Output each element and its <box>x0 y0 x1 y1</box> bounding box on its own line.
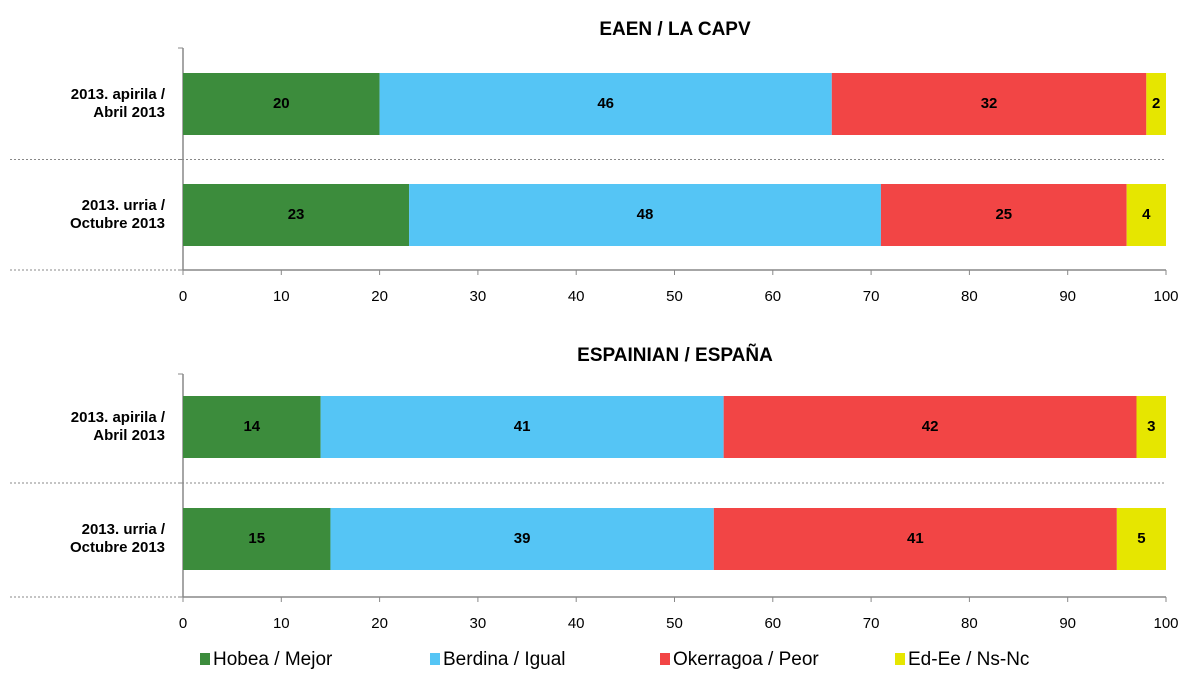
value-label: 2 <box>1152 95 1160 112</box>
category-label: 2013. apirila / Abril 2013 <box>71 409 166 444</box>
x-tick-label: 80 <box>961 615 978 632</box>
legend-label: Ed-Ee / Ns-Nc <box>908 649 1029 670</box>
value-label: 41 <box>514 418 531 435</box>
value-label: 48 <box>637 206 654 223</box>
value-label: 41 <box>907 530 924 547</box>
x-tick-label: 40 <box>568 288 585 305</box>
x-tick-label: 90 <box>1059 615 1076 632</box>
x-tick-label: 70 <box>863 288 880 305</box>
legend-label: Hobea / Mejor <box>213 649 333 670</box>
value-label: 5 <box>1137 530 1145 547</box>
value-label: 3 <box>1147 418 1155 435</box>
x-tick-label: 30 <box>470 615 487 632</box>
x-tick-label: 90 <box>1059 288 1076 305</box>
bar-segment <box>1136 396 1166 458</box>
legend-label: Okerragoa / Peor <box>673 649 819 670</box>
x-tick-label: 20 <box>371 288 388 305</box>
x-tick-label: 50 <box>666 615 683 632</box>
x-tick-label: 100 <box>1153 288 1178 305</box>
legend-swatch <box>895 653 905 665</box>
x-tick-label: 60 <box>764 615 781 632</box>
value-label: 14 <box>243 418 260 435</box>
bar-segment <box>183 73 380 135</box>
value-label: 20 <box>273 95 290 112</box>
x-tick-label: 20 <box>371 615 388 632</box>
chart-title: ESPAINIAN / ESPAÑA <box>577 344 773 366</box>
bar-segment <box>1146 73 1166 135</box>
legend-label: Berdina / Igual <box>443 649 566 670</box>
value-label: 42 <box>922 418 939 435</box>
x-tick-label: 80 <box>961 288 978 305</box>
bar-segment <box>723 396 1137 458</box>
value-label: 39 <box>514 530 531 547</box>
bar-segment <box>713 508 1117 570</box>
value-label: 23 <box>288 206 305 223</box>
bar-segment <box>183 508 331 570</box>
value-label: 32 <box>981 95 998 112</box>
legend-swatch <box>660 653 670 665</box>
x-tick-label: 100 <box>1153 615 1178 632</box>
category-label: 2013. urria / Octubre 2013 <box>70 521 166 556</box>
bar-segment <box>409 184 881 246</box>
x-tick-label: 0 <box>179 288 187 305</box>
bar-segment <box>379 73 832 135</box>
x-tick-label: 10 <box>273 288 290 305</box>
x-tick-label: 70 <box>863 615 880 632</box>
value-label: 25 <box>995 206 1012 223</box>
x-tick-label: 60 <box>764 288 781 305</box>
category-label: 2013. apirila / Abril 2013 <box>71 86 166 121</box>
category-label: 2013. urria / Octubre 2013 <box>70 197 166 232</box>
x-tick-label: 50 <box>666 288 683 305</box>
x-tick-label: 30 <box>470 288 487 305</box>
bar-segment <box>831 73 1147 135</box>
legend-swatch <box>200 653 210 665</box>
bar-segment <box>880 184 1127 246</box>
value-label: 46 <box>597 95 614 112</box>
x-tick-label: 0 <box>179 615 187 632</box>
value-label: 15 <box>248 530 265 547</box>
legend-swatch <box>430 653 440 665</box>
x-tick-label: 10 <box>273 615 290 632</box>
bar-segment <box>330 508 714 570</box>
chart-title: EAEN / LA CAPV <box>599 19 751 40</box>
bar-segment <box>320 396 724 458</box>
bar-segment <box>1116 508 1166 570</box>
bar-segment <box>1126 184 1166 246</box>
bar-segment <box>183 184 410 246</box>
value-label: 4 <box>1142 206 1151 223</box>
bar-segment <box>183 396 321 458</box>
x-tick-label: 40 <box>568 615 585 632</box>
